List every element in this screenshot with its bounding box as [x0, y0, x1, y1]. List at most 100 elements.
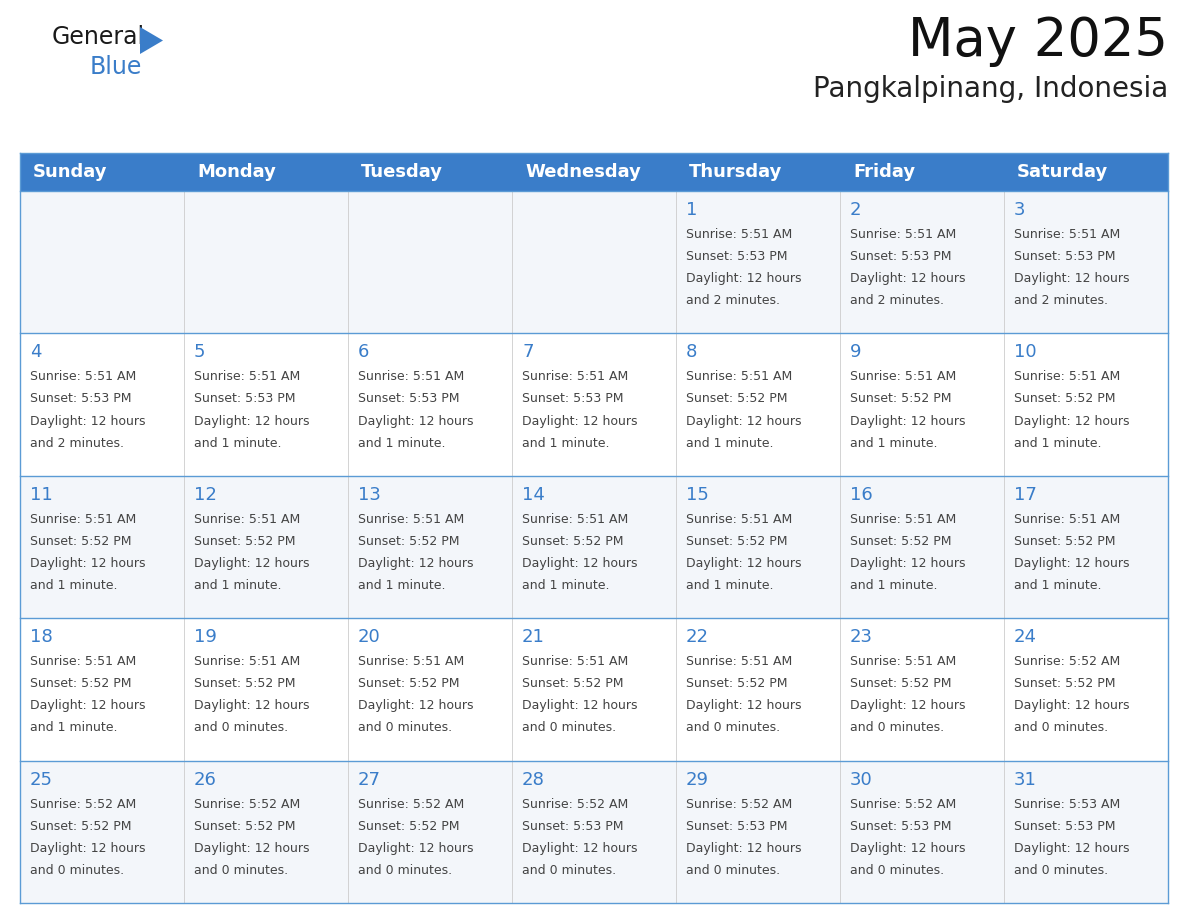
Text: Daylight: 12 hours: Daylight: 12 hours: [194, 700, 310, 712]
Bar: [20, 761, 1168, 903]
Text: 22: 22: [685, 628, 709, 646]
Text: and 1 minute.: and 1 minute.: [358, 437, 446, 450]
Text: and 0 minutes.: and 0 minutes.: [194, 864, 289, 877]
Text: Sunrise: 5:51 AM: Sunrise: 5:51 AM: [358, 655, 465, 668]
Text: Daylight: 12 hours: Daylight: 12 hours: [194, 415, 310, 428]
Text: and 0 minutes.: and 0 minutes.: [194, 722, 289, 734]
Text: Sunset: 5:52 PM: Sunset: 5:52 PM: [522, 535, 624, 548]
Text: 23: 23: [849, 628, 873, 646]
Text: Sunrise: 5:51 AM: Sunrise: 5:51 AM: [522, 370, 628, 384]
Text: and 0 minutes.: and 0 minutes.: [1015, 722, 1108, 734]
Text: Sunset: 5:52 PM: Sunset: 5:52 PM: [685, 393, 788, 406]
Text: and 1 minute.: and 1 minute.: [358, 579, 446, 592]
Text: Sunset: 5:52 PM: Sunset: 5:52 PM: [849, 393, 952, 406]
Text: Sunset: 5:53 PM: Sunset: 5:53 PM: [194, 393, 296, 406]
Text: Sunset: 5:52 PM: Sunset: 5:52 PM: [30, 535, 132, 548]
Text: Daylight: 12 hours: Daylight: 12 hours: [685, 557, 802, 570]
Text: Sunset: 5:52 PM: Sunset: 5:52 PM: [358, 677, 460, 690]
Text: Friday: Friday: [853, 163, 915, 181]
Text: Sunset: 5:52 PM: Sunset: 5:52 PM: [30, 677, 132, 690]
Text: Sunset: 5:52 PM: Sunset: 5:52 PM: [194, 677, 296, 690]
Text: 3: 3: [1015, 201, 1025, 219]
Text: Sunrise: 5:51 AM: Sunrise: 5:51 AM: [358, 513, 465, 526]
Text: Daylight: 12 hours: Daylight: 12 hours: [30, 842, 145, 855]
Text: 5: 5: [194, 343, 206, 362]
Text: Sunset: 5:53 PM: Sunset: 5:53 PM: [849, 820, 952, 833]
Bar: [20, 153, 1168, 191]
Text: 30: 30: [849, 770, 873, 789]
Text: Sunrise: 5:51 AM: Sunrise: 5:51 AM: [30, 370, 137, 384]
Polygon shape: [140, 27, 163, 54]
Bar: [20, 476, 1168, 618]
Text: 14: 14: [522, 486, 545, 504]
Text: Daylight: 12 hours: Daylight: 12 hours: [1015, 272, 1130, 285]
Text: Sunrise: 5:53 AM: Sunrise: 5:53 AM: [1015, 798, 1120, 811]
Text: 11: 11: [30, 486, 52, 504]
Text: Sunrise: 5:51 AM: Sunrise: 5:51 AM: [849, 370, 956, 384]
Text: 18: 18: [30, 628, 52, 646]
Text: 10: 10: [1015, 343, 1037, 362]
Text: 12: 12: [194, 486, 217, 504]
Text: 16: 16: [849, 486, 873, 504]
Text: Pangkalpinang, Indonesia: Pangkalpinang, Indonesia: [813, 75, 1168, 103]
Text: 24: 24: [1015, 628, 1037, 646]
Text: Daylight: 12 hours: Daylight: 12 hours: [522, 415, 638, 428]
Text: Sunrise: 5:51 AM: Sunrise: 5:51 AM: [522, 655, 628, 668]
Text: 19: 19: [194, 628, 217, 646]
Bar: [20, 618, 1168, 761]
Text: 15: 15: [685, 486, 709, 504]
Text: Daylight: 12 hours: Daylight: 12 hours: [1015, 415, 1130, 428]
Text: 25: 25: [30, 770, 53, 789]
Text: Sunrise: 5:51 AM: Sunrise: 5:51 AM: [194, 655, 301, 668]
Text: Daylight: 12 hours: Daylight: 12 hours: [522, 842, 638, 855]
Text: Daylight: 12 hours: Daylight: 12 hours: [685, 415, 802, 428]
Text: 28: 28: [522, 770, 545, 789]
Text: and 1 minute.: and 1 minute.: [30, 722, 118, 734]
Text: 6: 6: [358, 343, 369, 362]
Text: Sunset: 5:52 PM: Sunset: 5:52 PM: [849, 535, 952, 548]
Text: Sunrise: 5:51 AM: Sunrise: 5:51 AM: [849, 228, 956, 241]
Text: 4: 4: [30, 343, 42, 362]
Text: 26: 26: [194, 770, 217, 789]
Text: and 0 minutes.: and 0 minutes.: [358, 864, 453, 877]
Text: Sunrise: 5:51 AM: Sunrise: 5:51 AM: [1015, 370, 1120, 384]
Text: 29: 29: [685, 770, 709, 789]
Text: 17: 17: [1015, 486, 1037, 504]
Text: Daylight: 12 hours: Daylight: 12 hours: [685, 700, 802, 712]
Text: and 1 minute.: and 1 minute.: [194, 437, 282, 450]
Text: Wednesday: Wednesday: [525, 163, 640, 181]
Text: Daylight: 12 hours: Daylight: 12 hours: [30, 557, 145, 570]
Text: Daylight: 12 hours: Daylight: 12 hours: [358, 700, 474, 712]
Text: and 2 minutes.: and 2 minutes.: [685, 294, 781, 308]
Text: 1: 1: [685, 201, 697, 219]
Text: Sunset: 5:52 PM: Sunset: 5:52 PM: [30, 820, 132, 833]
Text: Sunrise: 5:52 AM: Sunrise: 5:52 AM: [1015, 655, 1120, 668]
Text: Sunset: 5:53 PM: Sunset: 5:53 PM: [1015, 250, 1116, 263]
Text: Daylight: 12 hours: Daylight: 12 hours: [1015, 557, 1130, 570]
Text: 21: 21: [522, 628, 545, 646]
Text: and 0 minutes.: and 0 minutes.: [522, 864, 617, 877]
Text: Daylight: 12 hours: Daylight: 12 hours: [849, 415, 966, 428]
Text: Sunrise: 5:51 AM: Sunrise: 5:51 AM: [358, 370, 465, 384]
Text: Sunrise: 5:51 AM: Sunrise: 5:51 AM: [522, 513, 628, 526]
Text: Sunrise: 5:51 AM: Sunrise: 5:51 AM: [849, 655, 956, 668]
Text: Daylight: 12 hours: Daylight: 12 hours: [685, 272, 802, 285]
Text: Sunset: 5:52 PM: Sunset: 5:52 PM: [194, 535, 296, 548]
Text: and 1 minute.: and 1 minute.: [849, 579, 937, 592]
Text: Daylight: 12 hours: Daylight: 12 hours: [30, 415, 145, 428]
Text: and 1 minute.: and 1 minute.: [1015, 579, 1101, 592]
Text: Sunrise: 5:51 AM: Sunrise: 5:51 AM: [685, 655, 792, 668]
Text: and 1 minute.: and 1 minute.: [194, 579, 282, 592]
Text: and 1 minute.: and 1 minute.: [685, 437, 773, 450]
Text: Sunset: 5:53 PM: Sunset: 5:53 PM: [1015, 820, 1116, 833]
Text: Saturday: Saturday: [1017, 163, 1108, 181]
Text: 20: 20: [358, 628, 380, 646]
Text: Daylight: 12 hours: Daylight: 12 hours: [685, 842, 802, 855]
Text: 7: 7: [522, 343, 533, 362]
Text: Tuesday: Tuesday: [361, 163, 443, 181]
Text: and 1 minute.: and 1 minute.: [30, 579, 118, 592]
Bar: [20, 333, 1168, 476]
Text: and 2 minutes.: and 2 minutes.: [1015, 294, 1108, 308]
Text: Sunday: Sunday: [33, 163, 107, 181]
Text: Daylight: 12 hours: Daylight: 12 hours: [194, 842, 310, 855]
